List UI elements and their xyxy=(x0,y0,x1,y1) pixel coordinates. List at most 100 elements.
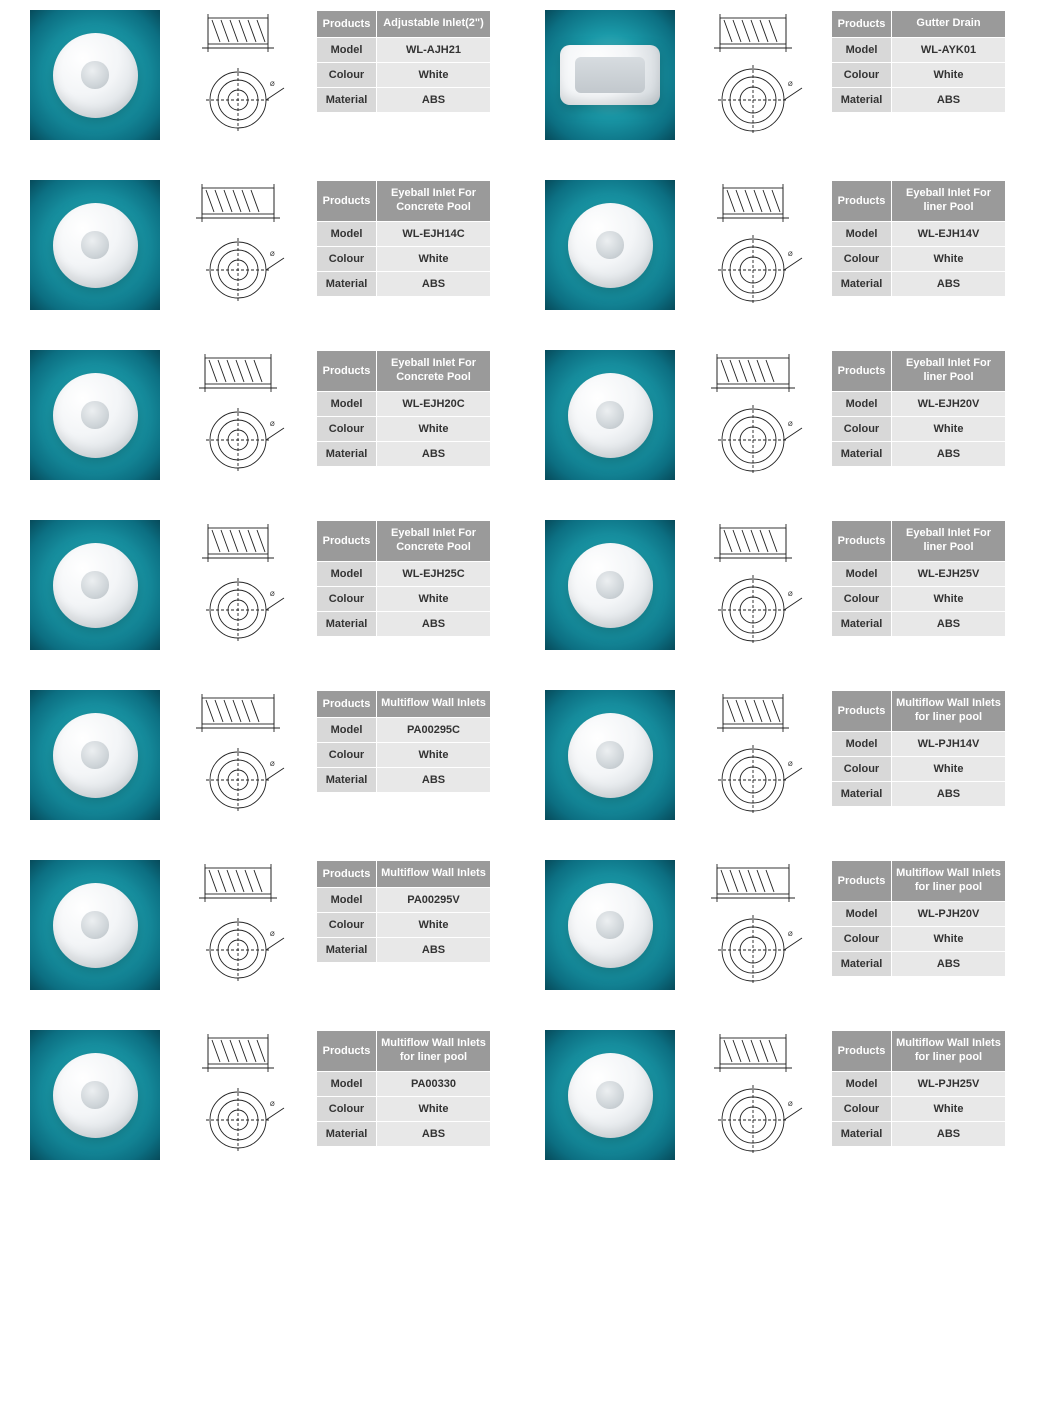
technical-diagram: Ø xyxy=(683,1030,823,1160)
spec-label-colour: Colour xyxy=(317,742,377,767)
product-card: Ø Products Eyeball Inlet For Concrete Po… xyxy=(30,520,515,650)
svg-text:Ø: Ø xyxy=(270,422,275,428)
technical-diagram: Ø xyxy=(683,350,823,480)
spec-value-material: ABS xyxy=(377,441,491,466)
product-diagram: Ø xyxy=(683,1030,823,1160)
product-card: Ø Products Multiflow Wall Inlets for lin… xyxy=(545,1030,1030,1160)
product-card: Ø Products Multiflow Wall Inlets Model P… xyxy=(30,860,515,990)
spec-label-colour: Colour xyxy=(317,416,377,441)
spec-label-material: Material xyxy=(832,781,892,806)
spec-value-colour: White xyxy=(377,742,491,767)
technical-diagram: Ø xyxy=(168,520,308,650)
spec-value-model: WL-EJH14V xyxy=(892,221,1006,246)
spec-value-colour: White xyxy=(377,62,491,87)
product-card: Ø Products Gutter Drain Model WL-AYK01 C… xyxy=(545,10,1030,140)
spec-table: Products Multiflow Wall Inlets Model PA0… xyxy=(316,690,491,793)
spec-product-name: Adjustable Inlet(2") xyxy=(377,11,491,38)
spec-label-colour: Colour xyxy=(832,926,892,951)
spec-label-model: Model xyxy=(317,561,377,586)
product-diagram: Ø xyxy=(683,10,823,140)
spec-label-colour: Colour xyxy=(832,1096,892,1121)
technical-diagram: Ø xyxy=(168,860,308,990)
spec-value-colour: White xyxy=(892,1096,1006,1121)
product-diagram: Ø xyxy=(168,520,308,650)
product-card: Ø Products Eyeball Inlet For liner Pool … xyxy=(545,350,1030,480)
technical-diagram: Ø xyxy=(683,690,823,820)
spec-value-model: PA00295V xyxy=(377,887,491,912)
spec-product-name: Eyeball Inlet For liner Pool xyxy=(892,351,1006,392)
product-photo xyxy=(30,690,160,820)
product-photo xyxy=(545,520,675,650)
spec-table: Products Eyeball Inlet For Concrete Pool… xyxy=(316,520,491,637)
product-diagram: Ø xyxy=(168,860,308,990)
spec-value-model: WL-PJH14V xyxy=(892,731,1006,756)
product-diagram: Ø xyxy=(683,690,823,820)
svg-text:Ø: Ø xyxy=(270,1102,275,1108)
technical-diagram: Ø xyxy=(168,350,308,480)
product-render-icon xyxy=(53,33,138,118)
spec-label-material: Material xyxy=(317,87,377,112)
product-render-icon xyxy=(568,373,653,458)
spec-label-material: Material xyxy=(317,937,377,962)
spec-product-name: Multiflow Wall Inlets for liner pool xyxy=(892,1031,1006,1072)
technical-diagram: Ø xyxy=(683,860,823,990)
product-render-icon xyxy=(53,203,138,288)
product-card: Ø Products Multiflow Wall Inlets for lin… xyxy=(30,1030,515,1160)
product-render-icon xyxy=(568,713,653,798)
spec-table: Products Adjustable Inlet(2") Model WL-A… xyxy=(316,10,491,113)
spec-value-colour: White xyxy=(377,416,491,441)
spec-value-model: WL-AYK01 xyxy=(892,37,1006,62)
spec-label-colour: Colour xyxy=(832,586,892,611)
spec-label-material: Material xyxy=(832,951,892,976)
spec-label-model: Model xyxy=(317,37,377,62)
spec-value-material: ABS xyxy=(377,1121,491,1146)
spec-product-name: Multiflow Wall Inlets xyxy=(377,861,491,888)
spec-header-products: Products xyxy=(832,1031,892,1072)
spec-label-model: Model xyxy=(832,391,892,416)
product-diagram: Ø xyxy=(168,180,308,310)
spec-table: Products Multiflow Wall Inlets for liner… xyxy=(316,1030,491,1147)
svg-text:Ø: Ø xyxy=(788,252,793,258)
spec-label-model: Model xyxy=(832,1071,892,1096)
spec-value-material: ABS xyxy=(377,611,491,636)
svg-text:Ø: Ø xyxy=(788,932,793,938)
spec-header-products: Products xyxy=(832,861,892,902)
spec-value-model: WL-EJH25V xyxy=(892,561,1006,586)
spec-label-model: Model xyxy=(317,1071,377,1096)
product-card: Ø Products Eyeball Inlet For Concrete Po… xyxy=(30,350,515,480)
spec-header-products: Products xyxy=(832,11,892,38)
product-photo xyxy=(545,860,675,990)
spec-label-colour: Colour xyxy=(317,246,377,271)
spec-value-colour: White xyxy=(377,246,491,271)
spec-value-model: WL-EJH25C xyxy=(377,561,491,586)
svg-text:Ø: Ø xyxy=(788,422,793,428)
spec-header-products: Products xyxy=(317,691,377,718)
spec-table: Products Eyeball Inlet For liner Pool Mo… xyxy=(831,520,1006,637)
spec-value-material: ABS xyxy=(892,1121,1006,1146)
spec-header-products: Products xyxy=(832,521,892,562)
svg-text:Ø: Ø xyxy=(270,762,275,768)
spec-label-material: Material xyxy=(317,271,377,296)
spec-label-colour: Colour xyxy=(832,62,892,87)
svg-text:Ø: Ø xyxy=(270,932,275,938)
spec-value-material: ABS xyxy=(892,781,1006,806)
spec-product-name: Multiflow Wall Inlets for liner pool xyxy=(377,1031,491,1072)
spec-value-model: WL-AJH21 xyxy=(377,37,491,62)
spec-label-material: Material xyxy=(832,441,892,466)
spec-value-model: WL-EJH20C xyxy=(377,391,491,416)
spec-product-name: Multiflow Wall Inlets for liner pool xyxy=(892,691,1006,732)
spec-label-material: Material xyxy=(832,87,892,112)
spec-table: Products Multiflow Wall Inlets for liner… xyxy=(831,1030,1006,1147)
product-photo xyxy=(30,1030,160,1160)
spec-value-colour: White xyxy=(892,756,1006,781)
technical-diagram: Ø xyxy=(683,520,823,650)
spec-header-products: Products xyxy=(317,351,377,392)
spec-table: Products Gutter Drain Model WL-AYK01 Col… xyxy=(831,10,1006,113)
spec-label-material: Material xyxy=(317,611,377,636)
spec-label-colour: Colour xyxy=(832,246,892,271)
spec-value-model: WL-EJH14C xyxy=(377,221,491,246)
technical-diagram: Ø xyxy=(683,10,823,140)
svg-text:Ø: Ø xyxy=(788,762,793,768)
product-grid: Ø Products Adjustable Inlet(2") Model WL… xyxy=(30,10,1030,1160)
spec-value-material: ABS xyxy=(892,271,1006,296)
